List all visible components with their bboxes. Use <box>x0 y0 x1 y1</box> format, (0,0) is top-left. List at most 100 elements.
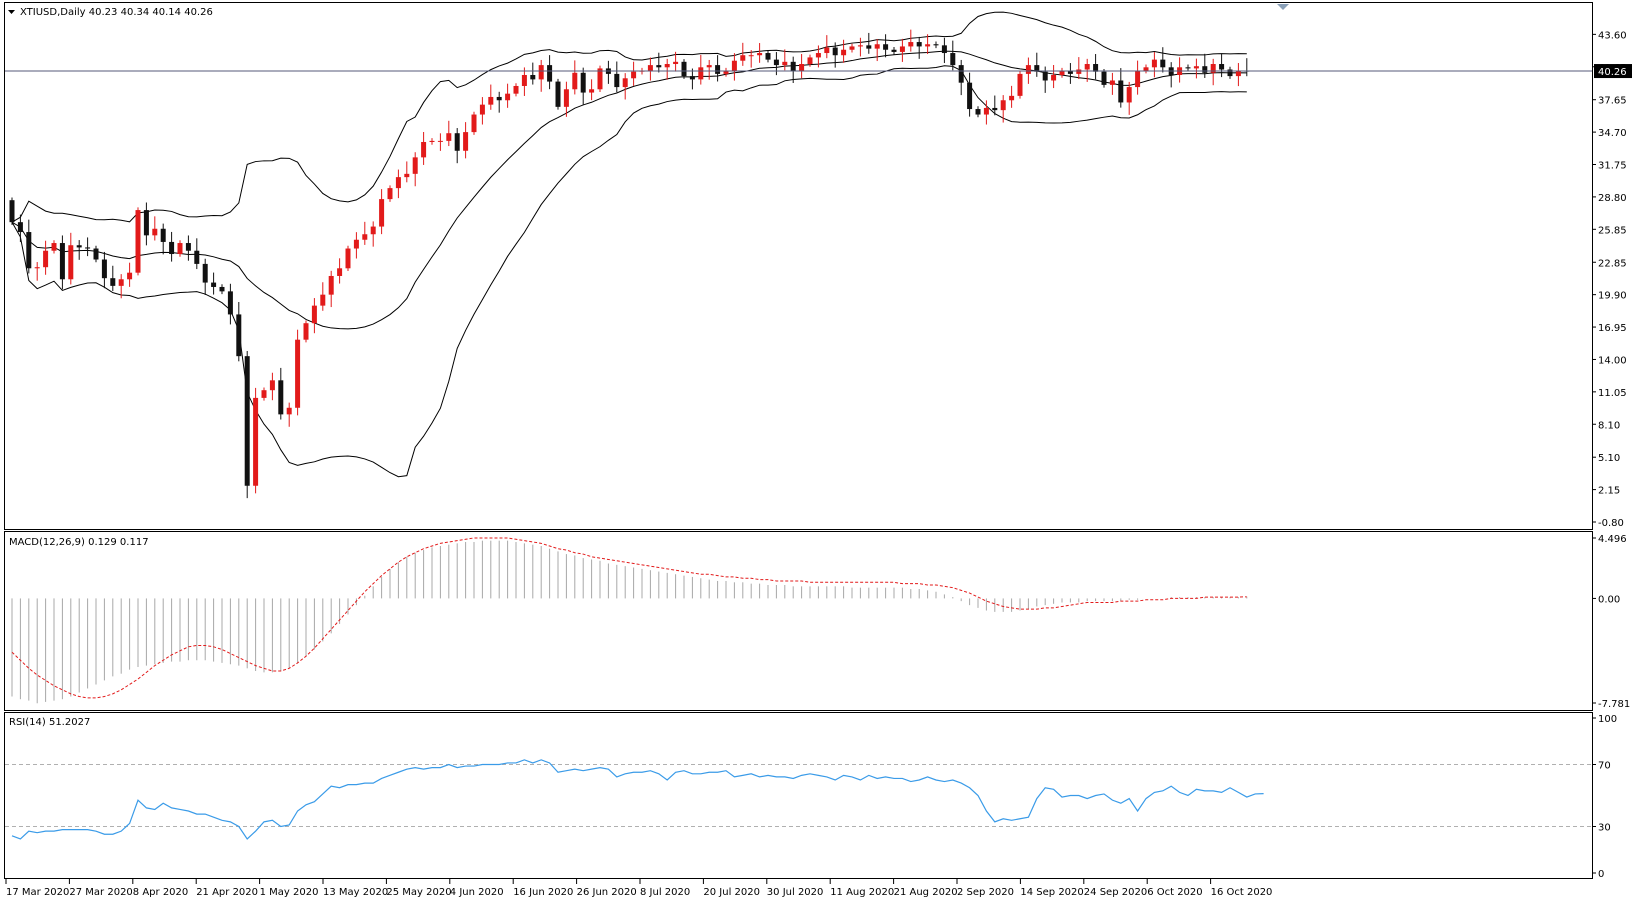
time-tick-label: 6 Oct 2020 <box>1147 887 1202 898</box>
candle-body <box>337 268 343 276</box>
time-tick-label: 13 May 2020 <box>323 887 388 898</box>
candle-body <box>68 245 74 280</box>
price-tick-label: 37.65 <box>1598 96 1627 107</box>
candle-body <box>597 68 603 90</box>
chart-shift-marker-icon[interactable] <box>1277 4 1289 10</box>
candle-body <box>925 44 931 47</box>
time-tick-label: 26 Jun 2020 <box>577 887 637 898</box>
candle-body <box>983 107 989 115</box>
time-tick-label: 11 Aug 2020 <box>830 887 894 898</box>
candle-body <box>1017 73 1023 96</box>
candle-body <box>429 140 435 142</box>
symbol-dropdown-icon[interactable] <box>8 10 15 14</box>
macd-tick-label: -7.781 <box>1598 699 1630 710</box>
candle-body <box>1042 71 1048 81</box>
candle-body <box>992 107 998 111</box>
price-tick-label: -0.80 <box>1598 518 1624 529</box>
candle-body <box>689 76 695 80</box>
candle-body <box>748 55 754 57</box>
candle-body <box>841 49 847 56</box>
candle-body <box>933 44 939 46</box>
candle-body <box>572 72 578 90</box>
candle-body <box>488 96 494 105</box>
candle-body <box>118 279 124 286</box>
candle-body <box>362 234 368 240</box>
candle-body <box>1084 64 1090 70</box>
candle-body <box>832 47 838 56</box>
candle-body <box>563 89 569 107</box>
macd-signal-line <box>11 537 1247 699</box>
candlesticks <box>9 29 1250 499</box>
candle-body <box>412 157 418 174</box>
price-tick-label: 31.75 <box>1598 161 1627 172</box>
candle-body <box>1034 65 1040 72</box>
candle-body <box>463 132 469 151</box>
candle-body <box>967 82 973 110</box>
candle-body <box>1235 70 1241 77</box>
candle-body <box>1151 59 1157 68</box>
macd-tick-label: 4.496 <box>1598 534 1627 545</box>
candle-body <box>370 226 376 235</box>
candle-body <box>437 140 443 142</box>
bollinger-upper-line <box>11 11 1247 223</box>
price-tick-label: 2.15 <box>1598 486 1620 497</box>
candle-body <box>622 78 628 88</box>
candle-body <box>34 267 40 269</box>
candle-body <box>421 141 427 158</box>
candle-body <box>169 241 175 255</box>
candle-body <box>185 243 191 251</box>
candle-body <box>505 93 511 101</box>
candle-body <box>320 294 326 306</box>
time-tick-label: 4 Jun 2020 <box>450 887 504 898</box>
candle-body <box>614 73 620 88</box>
candle-body <box>135 210 141 273</box>
candle-body <box>1143 67 1149 71</box>
price-tick-label: 5.10 <box>1598 453 1620 464</box>
candle-body <box>1135 70 1141 88</box>
symbol-title: XTIUSD,Daily 40.23 40.34 40.14 40.26 <box>20 7 213 18</box>
candle-body <box>51 243 57 251</box>
candle-body <box>1185 67 1191 69</box>
time-tick-label: 21 Aug 2020 <box>894 887 958 898</box>
time-tick-label: 30 Jul 2020 <box>767 887 824 898</box>
rsi-tick-label: 30 <box>1598 823 1611 834</box>
price-axis: 43.6040.6537.6534.7031.7528.8025.8522.85… <box>1592 30 1627 529</box>
candle-body <box>110 278 116 286</box>
candle-body <box>202 263 208 283</box>
bollinger-lower-line <box>11 65 1247 478</box>
price-tick-label: 16.95 <box>1598 323 1627 334</box>
candle-body <box>521 74 527 86</box>
time-tick-label: 21 Apr 2020 <box>196 887 258 898</box>
price-panel-frame[interactable] <box>4 2 1593 530</box>
candle-body <box>446 133 452 141</box>
candle-body <box>773 59 779 66</box>
price-tick-label: 11.05 <box>1598 388 1627 399</box>
candle-body <box>177 243 183 255</box>
candle-body <box>101 259 107 279</box>
candle-body <box>1118 80 1124 103</box>
time-tick-label: 27 Mar 2020 <box>69 887 132 898</box>
candle-body <box>790 61 796 71</box>
candle-body <box>975 109 981 115</box>
candle-body <box>757 53 763 56</box>
macd-panel-frame[interactable] <box>4 531 1593 711</box>
rsi-axis: 100 70 30 0 <box>1592 714 1617 880</box>
time-tick-label: 17 Mar 2020 <box>6 887 69 898</box>
candle-body <box>1051 74 1057 81</box>
candle-body <box>311 305 317 324</box>
time-tick-label: 25 May 2020 <box>386 887 451 898</box>
candle-body <box>547 65 553 82</box>
candle-body <box>43 250 49 268</box>
candle-body <box>555 81 561 107</box>
candle-body <box>883 44 889 50</box>
rsi-line <box>11 759 1264 840</box>
time-tick-label: 2 Sep 2020 <box>957 887 1014 898</box>
macd-tick-label: 0.00 <box>1598 594 1620 605</box>
rsi-panel-frame[interactable] <box>4 712 1593 879</box>
candle-body <box>471 114 477 133</box>
candle-body <box>824 47 830 54</box>
candle-body <box>1076 69 1082 74</box>
rsi-tick-label: 100 <box>1598 714 1617 725</box>
time-tick-label: 1 May 2020 <box>260 887 319 898</box>
